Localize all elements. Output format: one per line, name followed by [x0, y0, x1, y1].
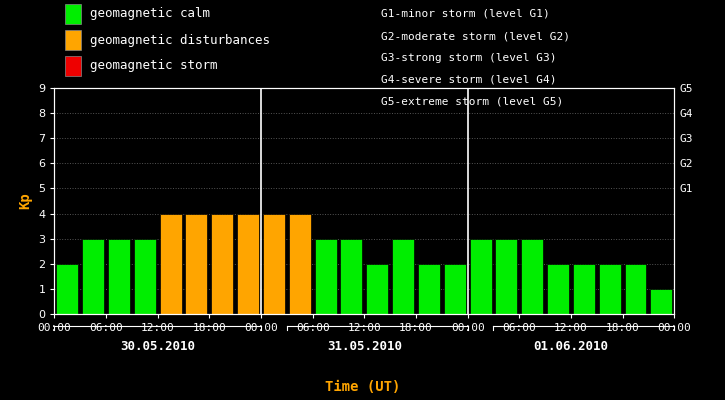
Text: geomagnetic disturbances: geomagnetic disturbances	[90, 34, 270, 46]
Bar	[263, 214, 285, 314]
Text: G5-extreme storm (level G5): G5-extreme storm (level G5)	[381, 97, 563, 107]
Bar	[599, 264, 621, 314]
Bar	[315, 239, 336, 314]
Bar	[237, 214, 259, 314]
Bar	[392, 239, 414, 314]
Bar	[186, 214, 207, 314]
Bar	[418, 264, 440, 314]
Bar	[108, 239, 130, 314]
Text: geomagnetic storm: geomagnetic storm	[90, 60, 218, 72]
Bar	[134, 239, 156, 314]
Bar	[82, 239, 104, 314]
Bar	[289, 214, 311, 314]
Text: geomagnetic calm: geomagnetic calm	[90, 8, 210, 20]
Bar	[495, 239, 518, 314]
Bar	[366, 264, 388, 314]
Text: G3-strong storm (level G3): G3-strong storm (level G3)	[381, 53, 556, 63]
Bar	[341, 239, 362, 314]
Bar	[211, 214, 233, 314]
Bar	[470, 239, 492, 314]
Bar	[624, 264, 647, 314]
Text: G2-moderate storm (level G2): G2-moderate storm (level G2)	[381, 31, 570, 41]
Text: 01.06.2010: 01.06.2010	[534, 340, 608, 352]
Text: 31.05.2010: 31.05.2010	[327, 340, 402, 352]
Text: 30.05.2010: 30.05.2010	[120, 340, 195, 352]
Bar	[650, 289, 672, 314]
Bar	[521, 239, 543, 314]
Bar	[57, 264, 78, 314]
Bar	[573, 264, 594, 314]
Bar	[160, 214, 181, 314]
Text: G4-severe storm (level G4): G4-severe storm (level G4)	[381, 75, 556, 85]
Text: Time (UT): Time (UT)	[325, 380, 400, 394]
Bar	[444, 264, 465, 314]
Y-axis label: Kp: Kp	[19, 193, 33, 209]
Bar	[547, 264, 569, 314]
Text: G1-minor storm (level G1): G1-minor storm (level G1)	[381, 9, 550, 19]
